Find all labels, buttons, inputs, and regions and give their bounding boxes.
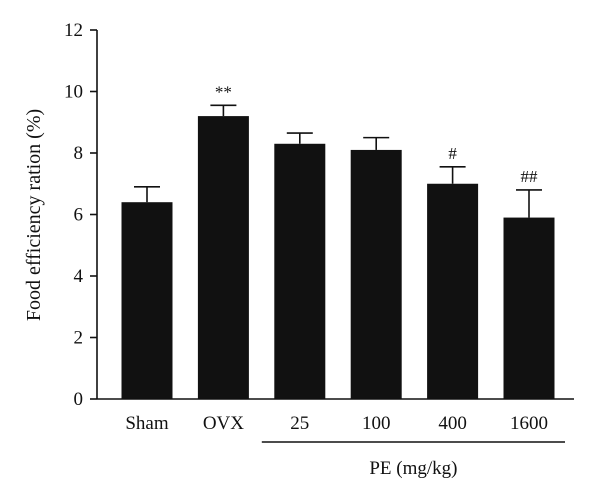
y-tick-label: 6 xyxy=(74,205,84,226)
bar xyxy=(427,183,479,399)
y-tick-label: 8 xyxy=(74,143,84,164)
x-category-label: Sham xyxy=(125,413,169,434)
y-tick-label: 4 xyxy=(74,266,84,287)
y-tick-label: 10 xyxy=(64,82,83,103)
significance-label: ** xyxy=(215,82,232,101)
bar xyxy=(274,143,326,399)
bar xyxy=(503,217,555,399)
bar xyxy=(350,149,402,399)
y-axis-title: Food efficiency ration (%) xyxy=(23,109,45,321)
x-category-label: 100 xyxy=(362,413,391,434)
significance-label: ## xyxy=(521,167,539,186)
group-label: PE (mg/kg) xyxy=(369,458,457,479)
y-tick-label: 2 xyxy=(74,328,84,349)
significance-label: # xyxy=(448,144,457,163)
x-category-label: 1600 xyxy=(510,413,548,434)
x-category-label: OVX xyxy=(203,413,244,434)
bar xyxy=(121,202,173,399)
x-axis: Sham OVX 25 100 400 1600 xyxy=(97,398,574,434)
y-tick-label: 12 xyxy=(64,20,83,41)
bars: **### xyxy=(121,82,555,399)
bar xyxy=(197,116,249,399)
y-axis: 0 2 4 6 8 10 12 xyxy=(64,20,98,410)
x-category-label: 400 xyxy=(438,413,467,434)
x-category-label: 25 xyxy=(290,413,309,434)
y-tick-label: 0 xyxy=(74,389,84,410)
